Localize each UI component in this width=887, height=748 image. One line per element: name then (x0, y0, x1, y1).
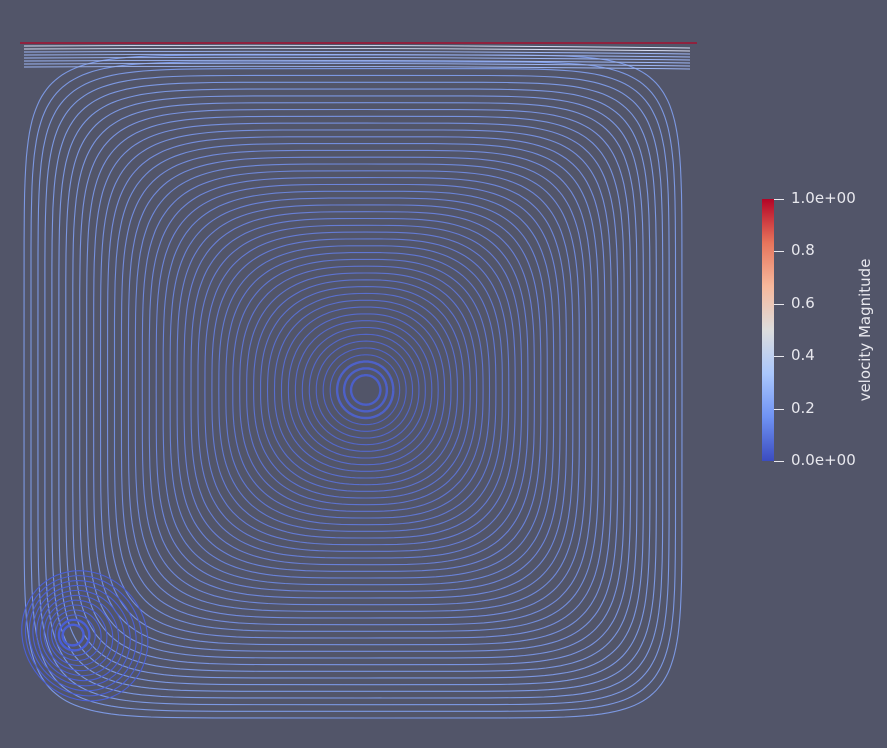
streamline (37, 68, 670, 706)
streamline (349, 374, 382, 406)
streamline (79, 108, 632, 666)
streamline (239, 265, 484, 512)
colorbar-tick-mark (774, 461, 784, 462)
streamline (232, 258, 491, 519)
streamline (120, 149, 593, 626)
streamline (218, 245, 503, 532)
colorbar-tick-mark (774, 303, 784, 305)
streamline (148, 177, 568, 599)
streamline (127, 156, 587, 619)
top-shear-streamlines (23, 44, 691, 70)
streamline (30, 61, 677, 712)
streamline (23, 53, 691, 58)
streamline (93, 122, 619, 652)
streamline (315, 340, 414, 439)
streamline (36, 589, 125, 682)
colorbar-tick-label: 0.0e+00 (791, 451, 856, 469)
streamline (183, 211, 535, 566)
streamline (50, 609, 102, 662)
streamline (211, 238, 510, 539)
streamline (23, 44, 691, 49)
colorbar-tick-mark (774, 199, 784, 200)
streamline (176, 204, 542, 572)
colorbar-tick-mark (774, 251, 784, 253)
streamline (141, 170, 574, 606)
streamline (294, 320, 433, 459)
colorbar-title: velocity Magnitude (856, 258, 874, 402)
streamline (23, 65, 691, 70)
streamline (134, 163, 580, 612)
streamline (23, 47, 691, 52)
colorbar-tick-label: 0.4 (791, 346, 815, 365)
streamline (190, 217, 529, 559)
colorbar-tick-mark (774, 408, 784, 410)
streamline (322, 347, 407, 432)
streamline (301, 326, 426, 452)
streamline (342, 367, 388, 413)
corner-vortex-streamlines (21, 570, 149, 702)
streamline (106, 136, 606, 639)
streamline (23, 62, 691, 67)
streamline (54, 614, 96, 657)
streamline (335, 360, 395, 420)
streamline (266, 292, 458, 486)
streamline (23, 59, 691, 64)
colorbar-tick-label: 0.8 (791, 241, 815, 260)
streamline (43, 599, 114, 672)
streamline (21, 570, 149, 702)
streamline (197, 224, 523, 552)
colorbar-tick-mark (774, 356, 784, 358)
streamline (155, 183, 561, 592)
streamline (260, 286, 465, 492)
streamline (24, 575, 143, 697)
streamline (287, 313, 439, 466)
streamline (61, 623, 85, 647)
streamline (169, 197, 548, 579)
streamline (225, 252, 497, 526)
colorbar-tick-label: 1.0e+00 (791, 189, 856, 207)
streamline (113, 143, 600, 632)
streamline (47, 604, 108, 667)
streamline (86, 115, 625, 659)
streamline (308, 333, 420, 446)
streamline (32, 584, 131, 687)
streamline (162, 190, 555, 586)
streamline (51, 81, 657, 692)
streamline (44, 74, 664, 699)
colorbar-tick-label: 0.6 (791, 293, 815, 312)
streamline (65, 95, 645, 679)
streamline (273, 299, 452, 479)
streamline (99, 129, 612, 646)
streamline (253, 279, 471, 499)
streamline (58, 88, 651, 686)
streamline (246, 272, 478, 506)
streamline (72, 102, 638, 672)
streamline (204, 231, 516, 546)
colorbar-gradient (762, 199, 774, 461)
streamline (329, 354, 401, 426)
streamline (39, 594, 120, 677)
streamline (280, 306, 446, 472)
colorbar-tick-label: 0.2 (791, 398, 815, 417)
streamline (28, 580, 137, 692)
streamline (23, 54, 683, 719)
streamline (23, 50, 691, 55)
streamline (57, 618, 91, 652)
streamline (23, 56, 691, 61)
primary-vortex-streamlines (23, 54, 683, 719)
